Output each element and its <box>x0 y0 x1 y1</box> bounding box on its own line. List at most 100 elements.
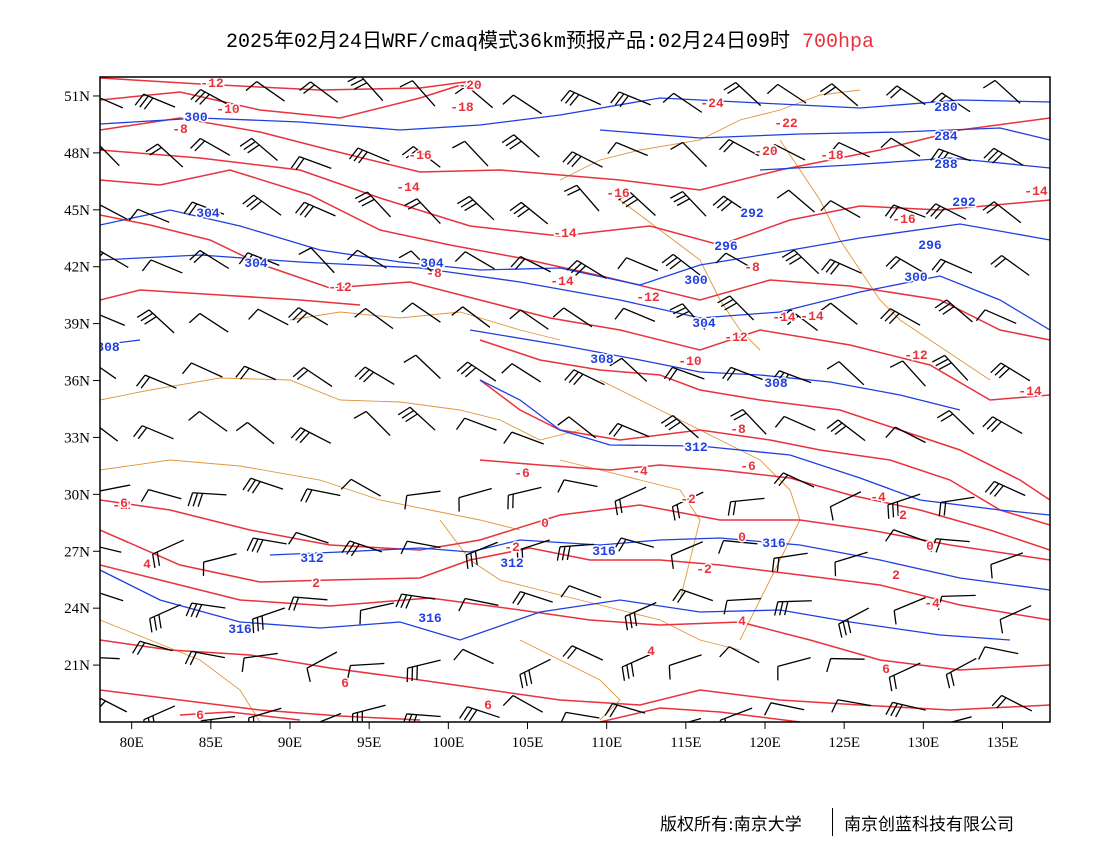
temperature-label: -2 <box>115 498 131 513</box>
height-label: 312 <box>684 440 708 455</box>
wind-barb-shaft <box>350 662 385 667</box>
wind-barb-feather <box>455 417 466 430</box>
lat-tick-label: 45N <box>64 203 90 219</box>
wind-barb-shaft <box>620 537 655 548</box>
wind-barb-feather <box>619 95 629 108</box>
wind-barb-shaft <box>672 366 705 380</box>
wind-barb-feather <box>403 713 408 722</box>
height-label: 292 <box>740 206 764 221</box>
wind-barb-feather <box>523 672 528 687</box>
wind-barb-shaft <box>520 309 549 330</box>
wind-barb-shaft <box>100 484 131 492</box>
wind-barb-shaft <box>466 85 494 109</box>
wind-barb-shaft <box>407 540 441 549</box>
wind-barb-feather <box>830 422 843 433</box>
wind-barb-shaft <box>517 539 550 552</box>
wind-barb-shaft <box>298 307 329 326</box>
wind-barb-feather <box>831 699 839 713</box>
wind-barb-shaft <box>618 91 651 106</box>
wind-barb-shaft <box>100 144 120 167</box>
wind-barb-feather <box>983 147 995 159</box>
lon-tick-label: 110E <box>591 735 622 751</box>
wind-barb-feather <box>998 367 1010 379</box>
temperature-label: -6 <box>514 466 530 481</box>
wind-barb-shaft <box>250 477 284 490</box>
wind-barb-shaft <box>300 427 332 444</box>
wind-barb-shaft <box>783 415 816 431</box>
wind-barb-feather <box>784 601 789 616</box>
wind-barb-shaft <box>728 646 760 664</box>
wind-barb-shaft <box>941 92 971 113</box>
wind-barb-feather <box>945 674 951 689</box>
wind-barb-shaft <box>468 195 495 221</box>
wind-barb-feather <box>609 704 618 718</box>
wind-barb-shaft <box>569 89 602 106</box>
wind-barb-shaft <box>100 697 128 713</box>
wind-barb-shaft <box>317 712 342 722</box>
temperature-isoline <box>100 564 1050 671</box>
wind-barb-shaft <box>935 203 967 220</box>
wind-barb-feather <box>573 373 584 386</box>
wind-barb-feather <box>136 374 146 387</box>
wind-barb-feather <box>501 134 515 144</box>
wind-barb-feather <box>239 367 250 380</box>
temperature-label: -14 <box>772 310 796 325</box>
wind-barb-shaft <box>984 646 1019 655</box>
height-isoline <box>100 254 1050 331</box>
wind-barb-feather <box>136 309 150 318</box>
wind-barb-shaft <box>253 194 282 216</box>
temperature-label: -22 <box>774 116 798 131</box>
wind-barb-feather <box>673 194 687 203</box>
wind-barb-shaft <box>568 585 602 599</box>
chart-title: 2025年02月24日WRF/cmaq模式36km预报产品:02月24日09时 … <box>0 24 1100 54</box>
wind-barb-feather <box>568 371 579 383</box>
wind-barb-shaft <box>680 588 714 602</box>
wind-barb-feather <box>247 479 257 492</box>
wind-barb-feather <box>517 208 530 218</box>
wind-barb-feather <box>398 250 412 259</box>
temperature-isoline <box>100 169 1050 341</box>
wind-barb-feather <box>363 371 375 383</box>
temperature-label: -10 <box>678 354 702 369</box>
wind-barb-shaft <box>726 597 761 602</box>
temperature-label: -20 <box>754 144 778 159</box>
lat-tick-label: 30N <box>64 487 90 503</box>
wind-barb-feather <box>770 370 780 383</box>
wind-barb-feather <box>521 548 524 563</box>
temperature-isoline <box>100 117 1050 191</box>
wind-barb-shaft <box>893 204 926 218</box>
wind-barb-shaft <box>890 308 921 326</box>
wind-barb-feather <box>569 94 580 106</box>
wind-barb-shaft <box>779 370 812 384</box>
wind-barb-feather <box>400 540 408 555</box>
wind-barb-shaft <box>401 593 436 600</box>
wind-barb-feather <box>625 198 639 208</box>
border-line <box>779 139 991 381</box>
wind-barb-feather <box>887 504 890 519</box>
height-label: 308 <box>96 340 120 355</box>
wind-barb-feather <box>943 501 947 516</box>
wind-barb-shaft <box>993 480 1026 497</box>
temperature-label: -14 <box>396 180 420 195</box>
wind-barb-feather <box>235 421 248 432</box>
height-isoline <box>599 127 1050 141</box>
lat-tick-label: 36N <box>64 374 90 390</box>
wind-barb-shaft <box>512 94 543 115</box>
wind-barb-feather <box>885 426 896 439</box>
temperature-label: -10 <box>216 102 240 117</box>
wind-barb-feather <box>885 702 894 715</box>
wind-barb-feather <box>661 253 674 264</box>
wind-barb-shaft <box>464 597 499 606</box>
wind-barb-feather <box>292 309 304 321</box>
wind-barb-feather <box>516 550 519 565</box>
wind-barb-feather <box>309 726 311 740</box>
wind-barb-feather <box>562 151 573 163</box>
wind-barb-shaft <box>411 80 436 107</box>
wind-barb-shaft <box>946 657 977 676</box>
temperature-contours <box>100 77 1050 722</box>
wind-barb-feather <box>668 421 681 431</box>
wind-barb-feather <box>149 146 162 156</box>
temperature-label: 4 <box>647 644 655 659</box>
wind-barb-shaft <box>352 704 386 715</box>
wind-barb-feather <box>720 201 733 212</box>
